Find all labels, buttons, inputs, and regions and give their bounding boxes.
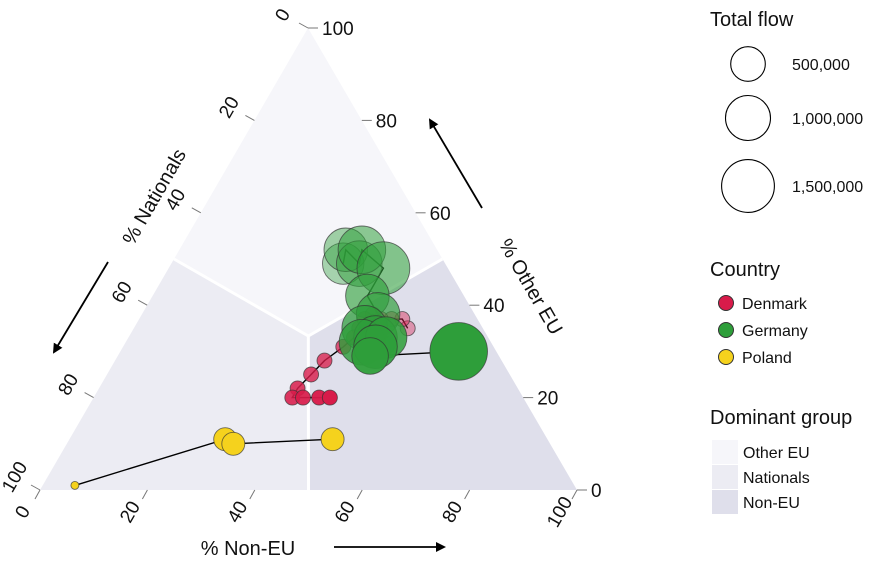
tick-label-non-eu: 80 [438, 498, 467, 527]
tick-mark-non-eu [249, 489, 256, 500]
data-points [70, 225, 488, 490]
legend-title-dominant-group: Dominant group [710, 407, 852, 429]
direction-arrow-nationals [52, 261, 109, 354]
tick-mark-nationals [84, 392, 94, 399]
legend-country-swatch [718, 295, 734, 311]
point-germany [429, 322, 488, 381]
dominant-group-regions [40, 28, 577, 491]
legend-country-label: Denmark [742, 296, 808, 313]
tick-label-non-eu: 40 [224, 498, 253, 527]
direction-arrow-other-eu [428, 118, 483, 209]
tick-label-other-eu: 80 [376, 111, 397, 132]
point-poland [320, 427, 345, 452]
tick-mark-nationals [191, 207, 202, 214]
tick-label-nationals: 60 [108, 278, 137, 307]
tick-mark-nationals [137, 299, 148, 306]
region-nationals [40, 259, 309, 490]
tick-mark-nationals [30, 484, 41, 491]
legend-dominant-swatch [712, 465, 738, 489]
tick-mark-non-eu [356, 489, 363, 500]
tick-label-other-eu: 60 [430, 204, 451, 225]
point-germany [351, 337, 389, 375]
legend-size-circle [730, 46, 766, 82]
legend-country-label: Poland [742, 350, 792, 367]
legend-dominant-swatch [712, 440, 738, 464]
legend-title-country: Country [710, 259, 780, 281]
point-denmark [321, 389, 338, 406]
legend-size-circle [721, 159, 775, 213]
tick-label-non-eu: 60 [331, 498, 360, 527]
legend-dominant-label: Non-EU [743, 495, 800, 512]
tick-label-other-eu: 0 [591, 481, 602, 502]
legend-size-label: 1,500,000 [792, 179, 863, 196]
legend-size-label: 500,000 [792, 57, 850, 74]
legend: Total flow Country Dominant group 500,00… [710, 9, 863, 514]
point-denmark [295, 389, 311, 406]
point-poland [70, 480, 80, 490]
tick-mark-nationals [245, 114, 255, 121]
tick-mark-non-eu [141, 489, 148, 500]
point-denmark [303, 366, 320, 383]
legend-country-swatch [718, 322, 734, 338]
tick-label-nationals: 20 [215, 93, 244, 122]
legend-dominant-swatch [712, 490, 738, 514]
tick-mark-non-eu [34, 489, 41, 500]
tick-label-nationals: 100 [0, 458, 32, 496]
legend-country-swatch [718, 349, 734, 365]
legend-country-label: Germany [742, 323, 808, 340]
tick-label-non-eu: 20 [116, 498, 145, 527]
legend-size-circle [724, 94, 772, 142]
tick-label-other-eu: 40 [483, 296, 504, 317]
tick-mark-non-eu [571, 489, 578, 500]
tick-mark-nationals [298, 22, 309, 29]
region-divider [173, 257, 310, 338]
legend-dominant-label: Other EU [743, 445, 810, 462]
tick-label-other-eu: 20 [537, 389, 558, 410]
axis-title-other-eu: % Other EU [494, 235, 566, 338]
axis-title-non-eu: % Non-EU [201, 538, 295, 560]
point-poland [221, 431, 246, 456]
tick-mark-non-eu [464, 489, 471, 500]
tick-label-non-eu: 0 [11, 502, 34, 522]
legend-title-total-flow: Total flow [710, 9, 794, 31]
point-denmark [316, 352, 333, 369]
tick-label-nationals: 0 [271, 5, 294, 25]
tick-label-nationals: 80 [54, 370, 83, 399]
tick-label-other-eu: 100 [322, 19, 354, 40]
legend-dominant-label: Nationals [743, 470, 810, 487]
legend-size-label: 1,000,000 [792, 111, 863, 128]
